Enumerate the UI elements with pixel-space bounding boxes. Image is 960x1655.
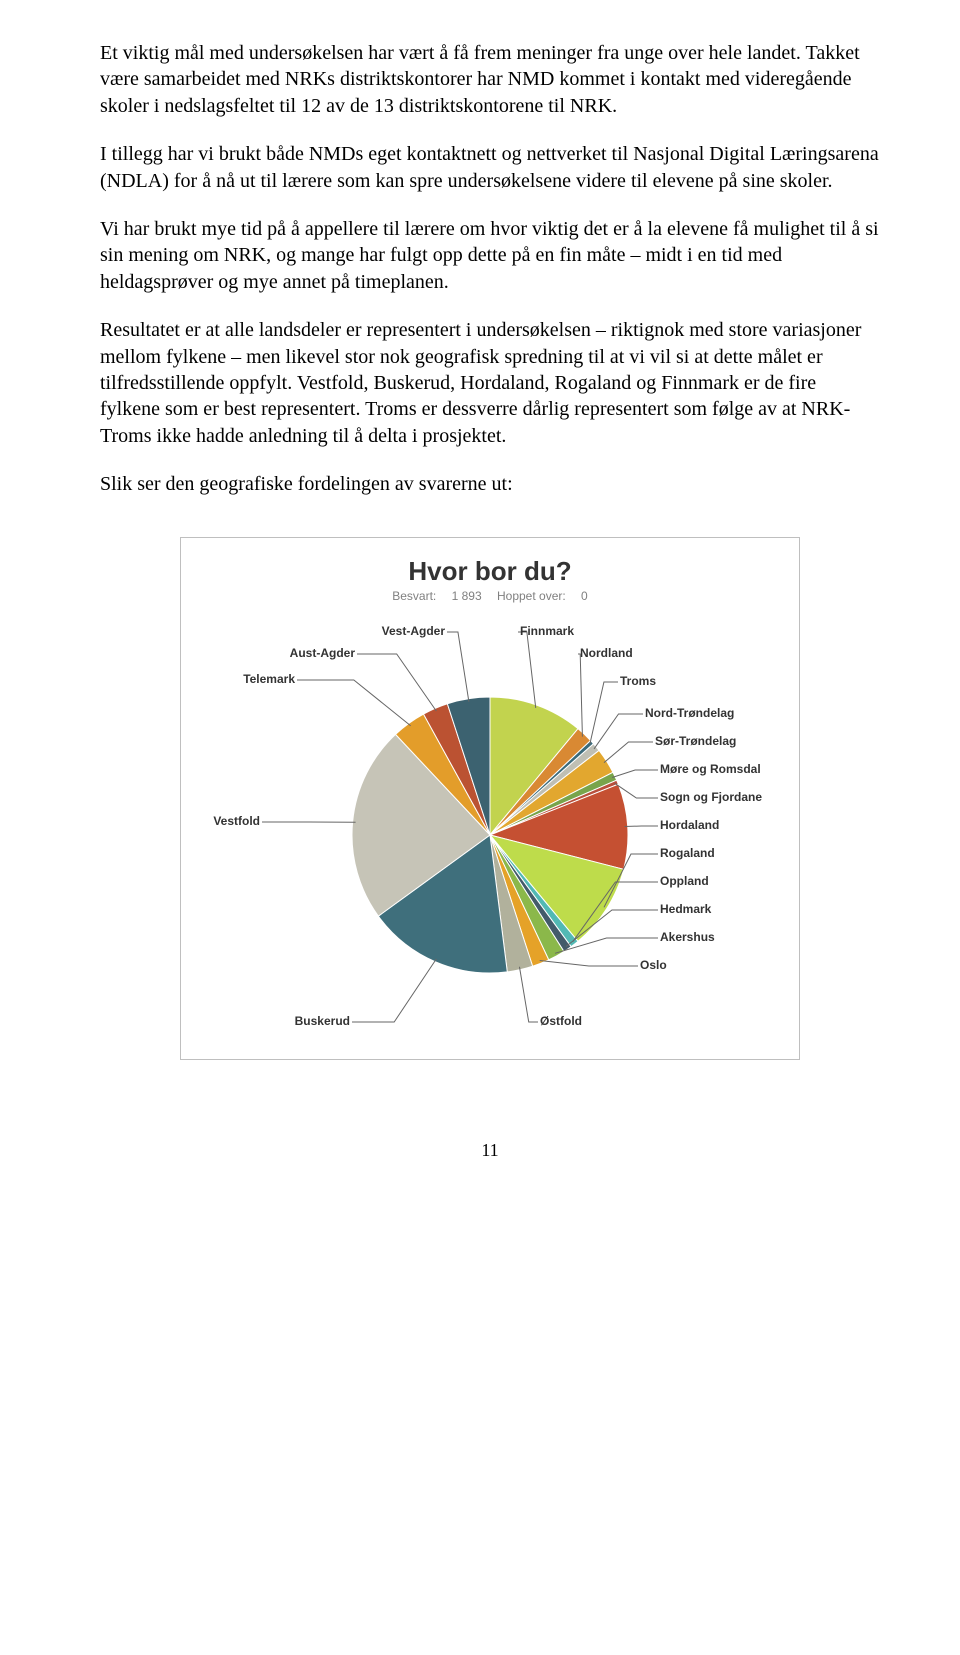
answered-value: 1 893 bbox=[452, 589, 482, 603]
pie-slice-label: Østfold bbox=[540, 1015, 582, 1028]
pie-slice-label: Troms bbox=[620, 675, 656, 688]
pie-slice-label: Akershus bbox=[660, 931, 715, 944]
pie-chart: Finnmark Nordland Troms Nord-Trøndelag Sør-T… bbox=[200, 615, 780, 1035]
skipped-value: 0 bbox=[581, 589, 588, 603]
pie-slice-label: Hedmark bbox=[660, 903, 711, 916]
pie-slice-label: Oppland bbox=[660, 875, 709, 888]
paragraph: Vi har brukt mye tid på å appellere til … bbox=[100, 216, 880, 295]
paragraph: Slik ser den geografiske fordelingen av … bbox=[100, 471, 880, 497]
leader-line bbox=[519, 967, 538, 1022]
skipped-label: Hoppet over: bbox=[497, 589, 566, 603]
pie-slice-label: Finnmark bbox=[520, 625, 574, 638]
pie-slice-label: Møre og Romsdal bbox=[660, 763, 761, 776]
pie-slice-label: Telemark bbox=[243, 673, 295, 686]
chart-title: Hvor bor du? bbox=[199, 556, 781, 587]
pie-slice-label: Oslo bbox=[640, 959, 667, 972]
pie-slice-label: Hordaland bbox=[660, 819, 719, 832]
pie-slice-label: Nordland bbox=[580, 647, 633, 660]
pie-slice-label: Buskerud bbox=[295, 1015, 350, 1028]
pie-slice-label: Sogn og Fjordane bbox=[660, 791, 762, 804]
document-page: Et viktig mål med undersøkelsen har vært… bbox=[0, 0, 960, 1191]
paragraph: Resultatet er at alle landsdeler er repr… bbox=[100, 317, 880, 449]
chart-subtitle: Besvart: 1 893 Hoppet over: 0 bbox=[199, 589, 781, 603]
paragraph: I tillegg har vi brukt både NMDs eget ko… bbox=[100, 141, 880, 194]
answered-label: Besvart: bbox=[392, 589, 436, 603]
paragraph: Et viktig mål med undersøkelsen har vært… bbox=[100, 40, 880, 119]
leader-line bbox=[447, 632, 469, 702]
pie-slice-label: Sør-Trøndelag bbox=[655, 735, 736, 748]
pie-slice-label: Vestfold bbox=[213, 815, 260, 828]
pie-chart-card: Hvor bor du? Besvart: 1 893 Hoppet over:… bbox=[180, 537, 800, 1060]
pie-svg bbox=[350, 695, 630, 975]
pie-slice-label: Rogaland bbox=[660, 847, 715, 860]
pie-slice-label: Vest-Agder bbox=[382, 625, 445, 638]
page-number: 11 bbox=[100, 1140, 880, 1161]
pie-slice-label: Nord-Trøndelag bbox=[645, 707, 734, 720]
pie-slice-label: Aust-Agder bbox=[290, 647, 355, 660]
